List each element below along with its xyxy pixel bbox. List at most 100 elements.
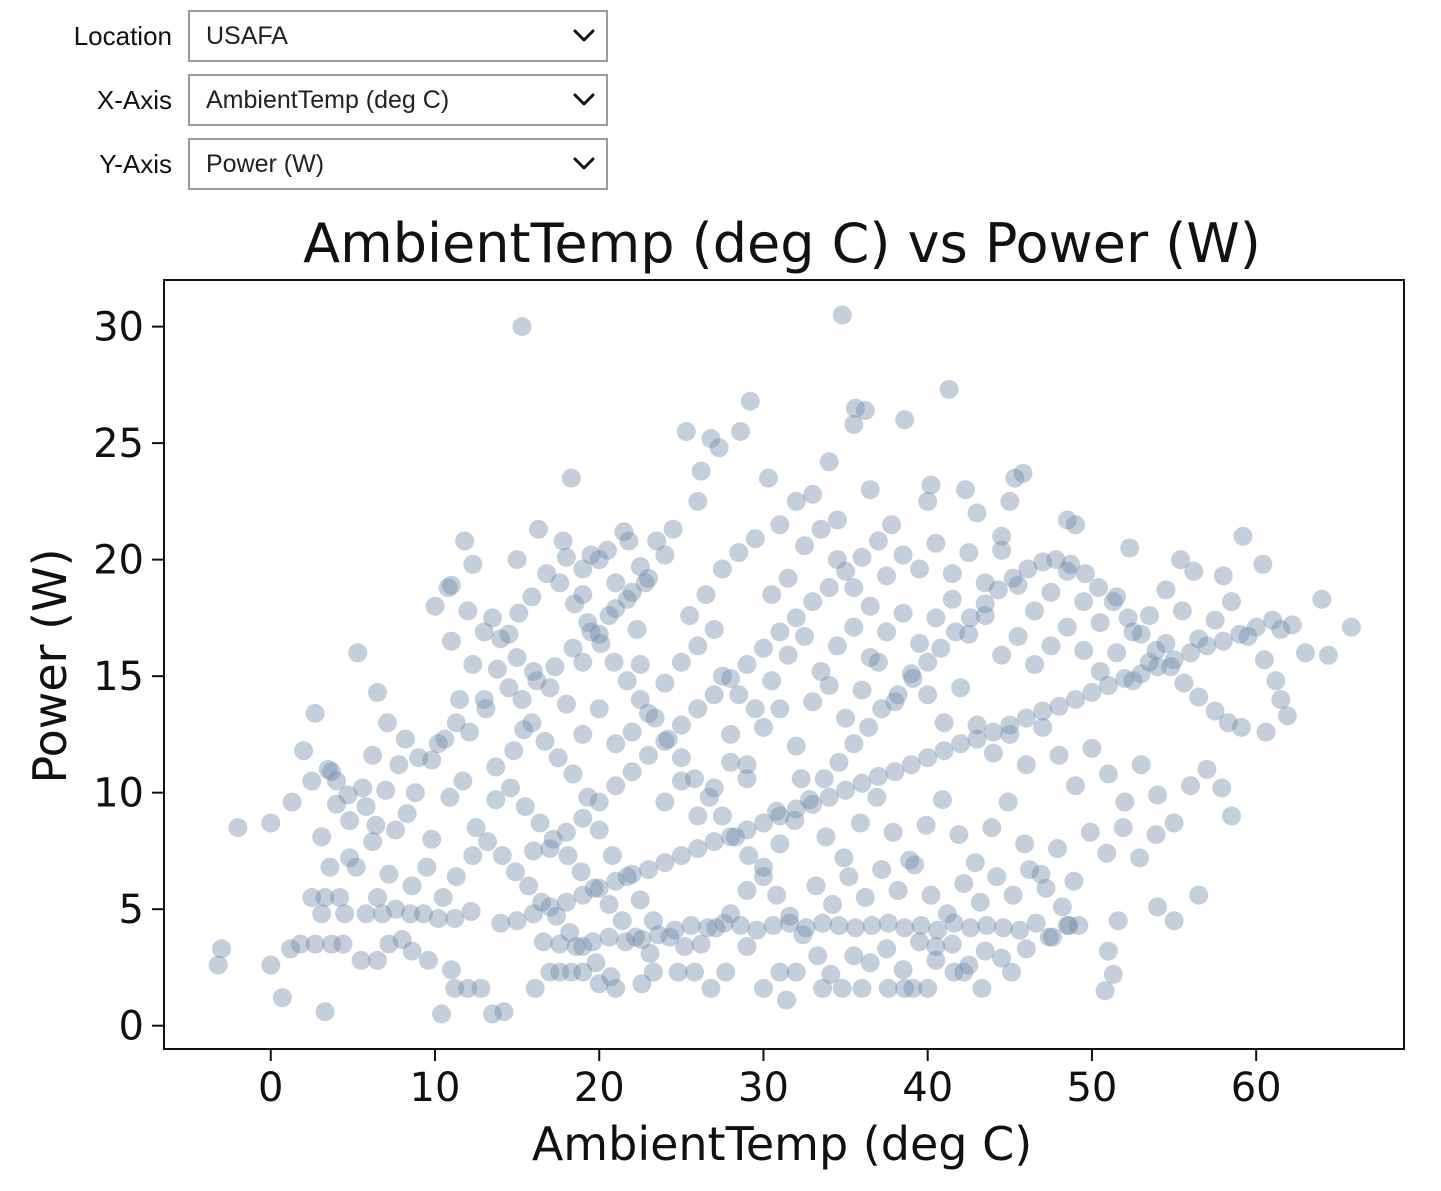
- data-point: [491, 913, 511, 933]
- data-point: [305, 703, 325, 723]
- data-point: [688, 699, 708, 719]
- data-point: [934, 741, 954, 761]
- data-point: [512, 690, 532, 709]
- data-point: [545, 657, 565, 677]
- data-point: [1148, 897, 1168, 917]
- data-point: [627, 620, 647, 639]
- data-point: [910, 932, 929, 952]
- data-point: [1118, 608, 1138, 628]
- data-point: [983, 722, 1003, 742]
- data-point: [466, 818, 486, 838]
- location-dropdown[interactable]: USAFA: [188, 10, 608, 62]
- data-point: [868, 531, 888, 551]
- data-point: [1277, 706, 1297, 726]
- data-point: [832, 305, 852, 325]
- data-point: [704, 685, 724, 705]
- data-point: [622, 864, 642, 884]
- x-axis-label: AmbientTemp (deg C): [532, 1117, 1032, 1171]
- data-point: [573, 724, 593, 744]
- data-point: [1026, 913, 1046, 933]
- data-point: [1197, 636, 1217, 656]
- data-point: [701, 429, 721, 448]
- data-point: [852, 547, 872, 567]
- data-point: [975, 594, 995, 614]
- data-point: [754, 813, 773, 833]
- data-point: [983, 743, 1003, 763]
- data-point: [1156, 580, 1176, 600]
- data-point: [417, 857, 437, 877]
- data-point: [1057, 510, 1077, 530]
- data-point: [767, 801, 787, 821]
- data-point: [795, 627, 814, 646]
- data-point: [852, 978, 872, 998]
- data-point: [942, 589, 962, 609]
- data-point: [625, 927, 645, 947]
- data-point: [901, 755, 921, 775]
- data-point: [655, 731, 675, 751]
- data-point: [1312, 589, 1332, 609]
- xaxis-control: X-Axis AmbientTemp (deg C): [0, 72, 620, 128]
- data-point: [885, 762, 905, 782]
- data-point: [550, 962, 570, 982]
- data-point: [1000, 491, 1020, 511]
- data-point: [630, 890, 650, 910]
- data-point: [1253, 554, 1273, 574]
- data-point: [499, 624, 519, 644]
- xaxis-dropdown[interactable]: AmbientTemp (deg C): [188, 74, 608, 126]
- data-point: [441, 960, 461, 980]
- data-point: [348, 643, 368, 663]
- y-tick-label: 0: [119, 1004, 144, 1050]
- data-point: [921, 885, 941, 905]
- data-point: [1097, 843, 1117, 863]
- data-point: [583, 932, 603, 952]
- data-point: [315, 1002, 335, 1022]
- data-point: [688, 491, 708, 511]
- data-point: [409, 748, 429, 768]
- data-point: [566, 937, 586, 956]
- data-point: [1271, 620, 1291, 639]
- data-point: [356, 797, 376, 817]
- data-point: [379, 934, 399, 954]
- data-point: [786, 608, 806, 628]
- data-point: [1148, 657, 1168, 677]
- data-point: [346, 857, 366, 877]
- data-point: [967, 729, 987, 749]
- data-point: [599, 927, 619, 947]
- data-point: [543, 829, 563, 849]
- data-point: [770, 515, 790, 535]
- data-point: [671, 771, 691, 791]
- data-point: [438, 578, 458, 598]
- data-point: [578, 613, 598, 633]
- data-point: [770, 699, 790, 719]
- data-point: [573, 652, 593, 672]
- data-point: [803, 592, 823, 612]
- data-point: [893, 603, 913, 623]
- data-point: [796, 918, 816, 938]
- data-point: [699, 787, 719, 807]
- data-point: [977, 916, 997, 935]
- data-point: [527, 671, 547, 691]
- data-point: [509, 603, 529, 623]
- data-point: [754, 857, 773, 877]
- data-point: [458, 601, 478, 621]
- data-point: [524, 904, 543, 924]
- data-point: [819, 578, 839, 598]
- location-selected-value: USAFA: [206, 22, 288, 50]
- data-point: [852, 773, 872, 793]
- data-point: [622, 762, 642, 782]
- data-point: [844, 578, 864, 598]
- data-point: [1189, 687, 1209, 707]
- data-point: [622, 722, 642, 742]
- data-point: [463, 655, 483, 674]
- x-tick-label: 0: [258, 1065, 283, 1111]
- data-point: [988, 580, 1008, 600]
- data-point: [737, 937, 757, 956]
- data-point: [1130, 848, 1150, 868]
- data-point: [530, 813, 550, 833]
- yaxis-dropdown[interactable]: Power (W): [188, 138, 608, 190]
- data-point: [312, 827, 332, 847]
- data-point: [836, 780, 856, 800]
- data-point: [397, 804, 417, 824]
- data-point: [402, 941, 422, 961]
- data-point: [839, 867, 859, 887]
